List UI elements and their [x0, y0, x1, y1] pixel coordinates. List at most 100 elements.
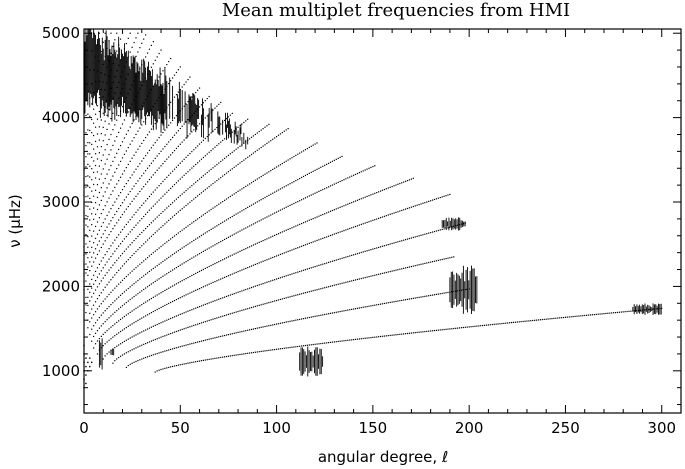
ridge-point	[329, 185, 332, 187]
ridge-point	[239, 353, 241, 356]
ridge-point	[166, 303, 168, 306]
ridge-point	[171, 77, 174, 79]
ridge-point	[150, 283, 153, 285]
ridge-point	[414, 297, 416, 299]
ridge-point	[198, 341, 201, 343]
ridge-point	[96, 267, 99, 269]
ridge-point	[173, 316, 176, 318]
ridge-point	[139, 47, 141, 49]
ridge-point	[193, 239, 195, 242]
ridge-point	[175, 213, 178, 215]
ridge-point	[237, 163, 239, 166]
ridge-point	[102, 300, 104, 302]
ridge-point	[168, 333, 170, 335]
ridge-point	[301, 245, 303, 247]
ridge-point	[274, 234, 276, 236]
ridge-point	[260, 304, 262, 306]
ridge-point	[306, 268, 308, 270]
ridge-point	[91, 179, 93, 181]
ridge-point	[316, 289, 318, 291]
ridge-point	[235, 148, 237, 150]
ridge-point	[293, 248, 295, 250]
ridge-point	[100, 246, 102, 249]
ridge-point	[91, 143, 93, 146]
ridge-point	[241, 160, 243, 163]
ridge-point	[287, 184, 289, 186]
ridge-point	[125, 352, 127, 354]
ridge-point	[247, 267, 249, 269]
ridge-point	[102, 277, 104, 279]
ridge-point	[223, 334, 226, 337]
ridge-point	[401, 209, 403, 212]
ridge-point	[189, 309, 191, 312]
ridge-point	[220, 202, 222, 204]
ridge-point	[401, 333, 403, 335]
ridge-6	[93, 177, 414, 349]
ridge-point	[98, 204, 101, 206]
ridge-point	[345, 339, 347, 342]
ridge-point	[110, 303, 112, 306]
ridge-point	[214, 317, 216, 320]
ridge-point	[564, 316, 567, 318]
ridge-point	[306, 317, 308, 319]
ridge-point	[129, 69, 131, 71]
ridge-point	[148, 237, 151, 239]
ridge-point	[116, 198, 118, 200]
ridge-point	[197, 271, 199, 274]
ridge-point	[233, 214, 235, 216]
ridge-point	[393, 301, 395, 303]
ridge-point	[433, 260, 436, 262]
ridge-point	[148, 341, 151, 343]
ridge-point	[189, 275, 191, 278]
ridge-point	[291, 227, 293, 229]
ridge-point	[312, 343, 314, 346]
ridge-point	[216, 204, 218, 207]
ridge-point	[227, 116, 230, 118]
ridge-point	[198, 270, 201, 273]
ridge-point	[202, 156, 204, 159]
ridge-point	[104, 134, 106, 136]
ridge-point	[618, 311, 620, 313]
ridge-point	[329, 161, 332, 163]
ridge-point	[370, 166, 372, 169]
ridge-point	[241, 210, 243, 212]
ridge-point	[204, 189, 206, 191]
ridge-point	[204, 173, 206, 175]
ridge-point	[216, 336, 218, 338]
ridge-point	[272, 192, 274, 194]
ridge-point	[198, 236, 201, 238]
ridge-point	[131, 188, 133, 190]
ridge-point	[189, 201, 191, 203]
ridge-point	[287, 228, 289, 230]
ridge-point	[112, 190, 114, 192]
ridge-point	[145, 241, 147, 243]
ridge-point	[187, 203, 189, 205]
ridge-point	[89, 291, 91, 293]
ridge-point	[291, 157, 293, 159]
ridge-point	[225, 118, 228, 120]
ridge-point	[503, 322, 505, 324]
ridge-point	[118, 356, 120, 359]
ridge-point	[183, 262, 185, 264]
ridge-point	[283, 347, 285, 349]
ridge-point	[403, 209, 405, 211]
ridge-point	[177, 364, 179, 366]
ridge-point	[326, 163, 328, 165]
ridge-point	[168, 287, 170, 289]
ridge-point	[137, 346, 139, 348]
ridge-point	[170, 187, 172, 190]
ridge-point	[326, 212, 328, 214]
ridge-point	[177, 330, 179, 332]
ridge-point	[441, 258, 443, 261]
ridge-point	[200, 104, 203, 106]
ridge-point	[622, 311, 624, 313]
ridge-point	[185, 121, 187, 123]
ridge-point	[129, 190, 131, 193]
ridge-point	[183, 246, 185, 248]
ridge-point	[264, 144, 266, 146]
ridge-point	[206, 320, 208, 322]
ridge-point	[85, 205, 87, 207]
ridge-point	[316, 239, 318, 242]
ridge-point	[162, 131, 164, 134]
ridge-point	[102, 333, 104, 335]
